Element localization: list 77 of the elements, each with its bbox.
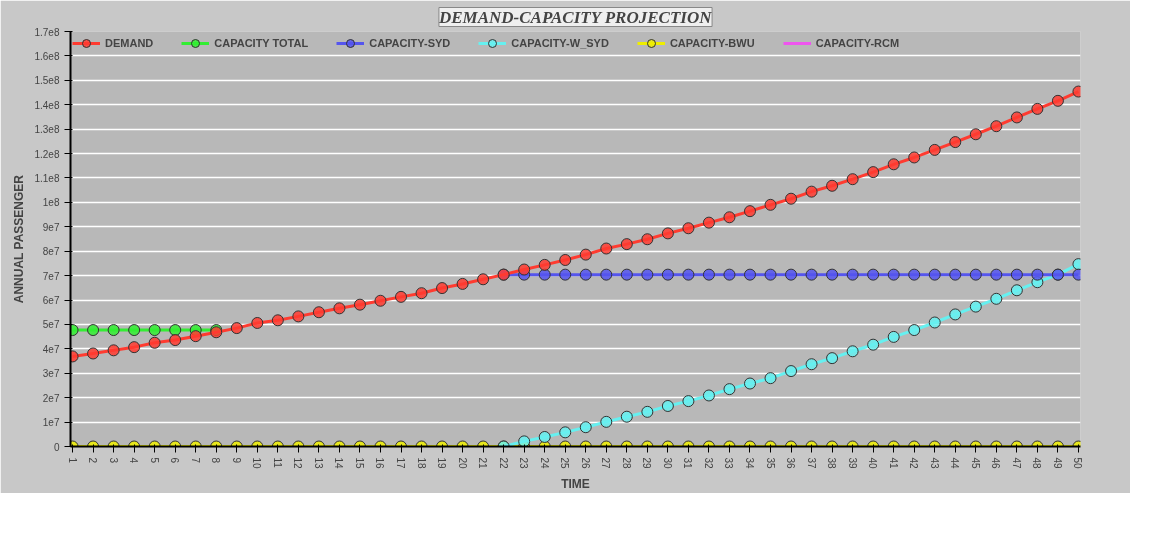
y-tick-label: 6e7: [42, 295, 60, 307]
y-axis-title: ANNUAL PASSENGER: [12, 174, 27, 304]
y-tick-label: 2e7: [42, 392, 60, 404]
y-tick-label: 1.6e8: [34, 50, 60, 62]
x-tick-label: 38: [826, 457, 838, 470]
y-tick-label: 9e7: [42, 221, 60, 233]
x-tick-label: 22: [497, 457, 509, 470]
x-tick-label: 12: [292, 457, 304, 470]
x-tick-label: 29: [641, 457, 653, 470]
x-tick-label: 17: [395, 457, 407, 470]
x-tick-label: 19: [436, 457, 448, 470]
x-tick-label: 16: [374, 457, 386, 470]
x-tick-label: 48: [1031, 457, 1043, 470]
y-tick-label: 5e7: [42, 319, 60, 331]
x-tick-label: 33: [723, 457, 735, 470]
x-tick-label: 50: [1072, 457, 1084, 470]
x-tick-label: 4: [128, 457, 140, 464]
y-tick-label: 1.2e8: [34, 148, 60, 160]
y-tick-label: 1.1e8: [34, 172, 60, 184]
x-tick-label: 41: [887, 457, 899, 470]
x-tick-label: 13: [312, 457, 324, 470]
x-tick-label: 6: [169, 457, 181, 464]
y-tick-label: 1e7: [42, 417, 60, 429]
x-tick-label: 26: [579, 457, 591, 470]
x-tick-label: 44: [949, 457, 961, 470]
x-tick-label: 35: [764, 457, 776, 470]
x-tick-label: 32: [702, 457, 714, 470]
x-tick-label: 43: [928, 457, 940, 470]
x-tick-label: 28: [620, 457, 632, 470]
x-tick-label: 36: [785, 457, 797, 470]
x-tick-label: 8: [210, 457, 222, 464]
x-tick-label: 3: [107, 457, 119, 464]
x-tick-label: 39: [846, 457, 858, 470]
x-tick-label: 31: [682, 457, 694, 470]
x-tick-label: 37: [805, 457, 817, 470]
x-tick-label: 2: [87, 457, 99, 464]
x-axis-title: TIME: [561, 476, 590, 491]
legend-label: CAPACITY-BWU: [669, 37, 755, 49]
x-tick-label: 27: [600, 457, 612, 470]
x-tick-label: 23: [518, 457, 530, 470]
x-tick-label: 1: [66, 457, 78, 464]
x-tick-label: 49: [1051, 457, 1063, 470]
x-tick-label: 24: [538, 457, 550, 470]
y-tick-label: 1.5e8: [34, 75, 60, 87]
y-tick-label: 1e8: [42, 197, 60, 209]
x-tick-label: 40: [867, 457, 879, 470]
legend-label: CAPACITY-SYD: [369, 37, 451, 49]
x-tick-label: 20: [456, 457, 468, 470]
x-tick-label: 7: [189, 457, 201, 464]
x-tick-label: 30: [661, 457, 673, 470]
x-tick-label: 42: [908, 457, 920, 470]
x-tick-label: 5: [148, 457, 160, 464]
x-tick-label: 46: [990, 457, 1002, 470]
chart-title: DEMAND-CAPACITY PROJECTION: [437, 7, 713, 27]
x-tick-label: 34: [743, 457, 755, 470]
y-tick-label: 8e7: [42, 246, 60, 258]
legend-label: CAPACITY-W_SYD: [511, 37, 609, 49]
legend-label: DEMAND: [105, 37, 154, 49]
x-tick-label: 9: [230, 457, 242, 464]
y-tick-label: 3e7: [42, 368, 60, 380]
x-tick-label: 18: [415, 457, 427, 470]
legend-label: CAPACITY-RCM: [815, 37, 900, 49]
y-tick-label: 4e7: [42, 343, 60, 355]
x-tick-label: 21: [477, 457, 489, 470]
x-tick-label: 14: [333, 457, 345, 470]
x-tick-label: 15: [353, 457, 365, 470]
x-tick-label: 47: [1010, 457, 1022, 470]
x-tick-label: 25: [559, 457, 571, 470]
x-tick-label: 11: [271, 457, 283, 469]
y-tick-label: 0: [53, 441, 60, 453]
y-tick-label: 1.4e8: [34, 99, 60, 111]
y-tick-label: 1.3e8: [34, 124, 60, 136]
y-tick-label: 7e7: [42, 270, 60, 282]
legend-label: CAPACITY TOTAL: [214, 37, 309, 49]
x-tick-label: 45: [969, 457, 981, 470]
y-tick-label: 1.7e8: [34, 26, 60, 38]
x-tick-label: 10: [251, 457, 263, 470]
